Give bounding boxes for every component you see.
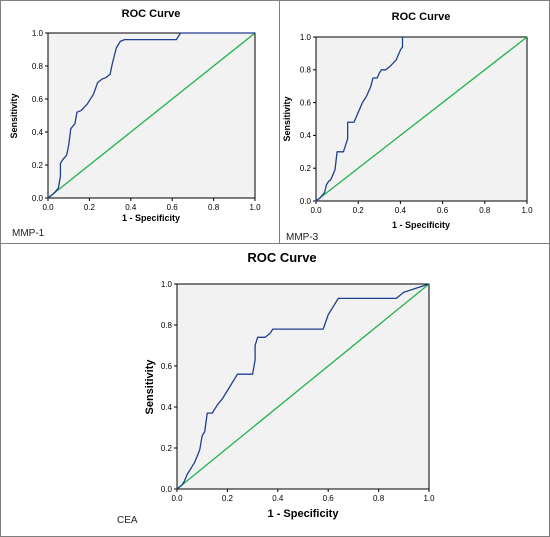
x-tick-label: 0.2 xyxy=(353,206,365,215)
y-tick-label: 0.0 xyxy=(32,194,44,203)
x-tick-label: 0.2 xyxy=(84,203,96,212)
frame-left-border xyxy=(0,0,1,537)
x-tick-label: 0.4 xyxy=(395,206,407,215)
y-tick-label: 0.2 xyxy=(300,164,312,173)
x-tick-label: 0.0 xyxy=(171,494,183,503)
x-tick-label: 0.2 xyxy=(222,494,234,503)
y-tick-label: 0.8 xyxy=(32,62,44,71)
y-tick-label: 0.4 xyxy=(32,128,44,137)
x-axis-label: 1 - Specificity xyxy=(268,508,340,520)
reference-line xyxy=(315,36,528,202)
y-tick-label: 1.0 xyxy=(300,33,312,42)
x-axis-label: 1 - Specificity xyxy=(122,213,180,223)
y-axis-label: Sensitivity xyxy=(144,359,156,415)
panel-caption-cea: CEA xyxy=(117,515,138,526)
x-tick-label: 0.8 xyxy=(479,206,491,215)
x-tick-label: 0.0 xyxy=(310,206,322,215)
y-tick-label: 0.6 xyxy=(32,95,44,104)
y-tick-label: 1.0 xyxy=(161,280,173,289)
reference-line xyxy=(176,283,430,490)
chart-title: ROC Curve xyxy=(392,11,451,23)
y-tick-label: 0.2 xyxy=(161,444,173,453)
frame-divider-horizontal xyxy=(0,243,550,244)
x-tick-label: 0.8 xyxy=(208,203,220,212)
x-tick-label: 0.0 xyxy=(42,203,54,212)
y-tick-label: 1.0 xyxy=(32,29,44,38)
chart-title: ROC Curve xyxy=(122,8,181,20)
y-tick-label: 0.4 xyxy=(161,403,173,412)
roc-curve-line xyxy=(315,37,404,202)
roc-curve-line xyxy=(47,32,255,199)
x-tick-label: 0.6 xyxy=(323,494,335,503)
x-tick-label: 1.0 xyxy=(521,206,533,215)
frame-divider-vertical xyxy=(279,0,280,243)
panel-caption-mmp1: MMP-1 xyxy=(12,228,45,239)
x-axis-label: 1 - Specificity xyxy=(392,220,450,230)
chart-title: ROC Curve xyxy=(247,250,316,265)
y-tick-label: 0.4 xyxy=(300,131,312,140)
roc-curve-line xyxy=(176,283,430,490)
y-tick-label: 0.2 xyxy=(32,161,44,170)
y-tick-label: 0.6 xyxy=(161,362,173,371)
y-tick-label: 0.0 xyxy=(161,485,173,494)
y-tick-label: 0.8 xyxy=(161,321,173,330)
reference-line xyxy=(47,32,256,199)
frame-top-border xyxy=(0,0,550,1)
x-tick-label: 1.0 xyxy=(249,203,261,212)
panel-caption-mmp3: MMP-3 xyxy=(286,232,319,243)
x-tick-label: 0.6 xyxy=(437,206,449,215)
y-axis-label: Sensitivity xyxy=(9,93,19,138)
y-tick-label: 0.0 xyxy=(300,197,312,206)
y-tick-label: 0.8 xyxy=(300,66,312,75)
x-tick-label: 0.4 xyxy=(272,494,284,503)
y-tick-label: 0.6 xyxy=(300,98,312,107)
y-axis-label: Sensitivity xyxy=(282,96,292,141)
x-tick-label: 1.0 xyxy=(423,494,435,503)
x-tick-label: 0.8 xyxy=(373,494,385,503)
x-tick-label: 0.4 xyxy=(125,203,137,212)
x-tick-label: 0.6 xyxy=(167,203,179,212)
